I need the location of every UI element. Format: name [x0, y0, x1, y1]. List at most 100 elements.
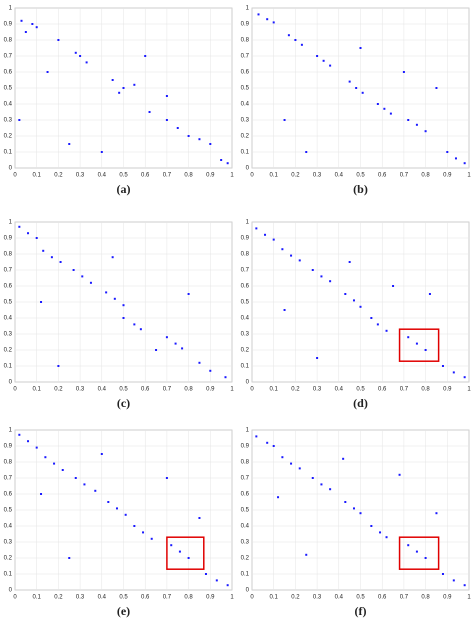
y-tick-label: 0	[246, 380, 250, 386]
point	[83, 483, 86, 486]
point	[257, 13, 260, 16]
point	[359, 512, 362, 515]
x-tick-label: 0.3	[76, 173, 85, 179]
y-tick-label: 0.6	[241, 70, 250, 76]
point	[68, 143, 71, 145]
point	[344, 293, 347, 295]
y-tick-label: 0.8	[241, 460, 250, 466]
point	[385, 329, 388, 332]
point	[389, 112, 392, 115]
x-tick-label: 0.7	[400, 595, 409, 601]
x-tick-label: 0.5	[356, 387, 365, 393]
point	[226, 162, 229, 165]
point	[264, 233, 267, 236]
point	[61, 469, 64, 471]
point	[277, 496, 280, 499]
point	[283, 309, 286, 311]
point	[300, 43, 303, 46]
x-tick-label: 0.7	[163, 173, 172, 179]
point	[174, 342, 177, 345]
point	[272, 21, 275, 24]
point	[181, 347, 184, 350]
point	[165, 336, 168, 339]
x-tick-label: 0.6	[141, 595, 150, 601]
point	[215, 579, 218, 582]
point	[398, 473, 401, 476]
point	[44, 456, 47, 459]
x-tick-label: 0.6	[378, 173, 387, 179]
x-tick-label: 0.5	[119, 173, 128, 179]
y-tick-label: 0.8	[241, 252, 250, 258]
point	[415, 342, 418, 345]
x-tick-label: 0.5	[119, 595, 128, 601]
point	[385, 536, 388, 539]
point	[348, 80, 351, 83]
y-tick-label: 0.3	[241, 332, 250, 338]
x-tick-label: 0.5	[356, 595, 365, 601]
x-tick-label: 0.1	[33, 595, 42, 601]
point	[359, 305, 362, 308]
y-tick-label: 0.4	[241, 524, 250, 530]
point	[42, 249, 45, 252]
point	[424, 130, 427, 133]
point	[165, 95, 168, 97]
y-tick-label: 0.7	[4, 476, 13, 482]
point	[165, 119, 168, 121]
y-tick-label: 0.8	[4, 38, 13, 44]
point	[100, 453, 103, 455]
y-tick-label: 0.1	[4, 572, 13, 578]
y-tick-label: 0.4	[241, 316, 250, 322]
x-tick-label: 0.2	[291, 387, 300, 393]
point	[352, 299, 355, 302]
y-tick-label: 0.6	[241, 284, 250, 290]
x-tick-label: 0.4	[335, 387, 344, 393]
point	[57, 365, 60, 367]
highlight-box	[398, 328, 440, 362]
point	[122, 317, 125, 319]
point	[316, 357, 319, 359]
point	[320, 275, 323, 278]
x-tick-label: 1	[230, 595, 234, 601]
x-tick-label: 0	[13, 387, 17, 393]
y-tick-label: 0.1	[4, 150, 13, 156]
point	[361, 91, 364, 94]
point	[348, 261, 351, 263]
point	[115, 507, 118, 510]
point	[142, 531, 145, 534]
x-tick-label: 0.5	[119, 387, 128, 393]
x-tick-label: 0.8	[184, 387, 193, 393]
x-tick-label: 0.1	[270, 173, 279, 179]
y-tick-label: 0.3	[241, 118, 250, 124]
x-tick-label: 0.2	[291, 595, 300, 601]
x-tick-label: 0.8	[421, 595, 430, 601]
point	[89, 281, 92, 284]
x-tick-label: 0.2	[54, 595, 63, 601]
panel-caption: (c)	[117, 396, 130, 410]
point	[305, 553, 308, 556]
point	[72, 269, 75, 271]
y-tick-label: 0.4	[4, 316, 13, 322]
point	[81, 275, 84, 278]
point	[144, 55, 147, 57]
panel-caption: (f)	[355, 604, 367, 618]
x-tick-label: 0.4	[98, 387, 107, 393]
y-tick-label: 0.3	[4, 118, 13, 124]
point	[187, 557, 190, 559]
point	[74, 51, 77, 54]
point	[463, 162, 466, 165]
x-tick-label: 0.2	[54, 173, 63, 179]
point	[402, 71, 405, 73]
x-tick-label: 0	[13, 595, 17, 601]
y-tick-label: 0.6	[4, 492, 13, 498]
point	[94, 489, 97, 492]
y-tick-label: 0.2	[241, 556, 250, 562]
point	[463, 376, 466, 379]
x-tick-label: 0.7	[400, 173, 409, 179]
point	[266, 18, 269, 21]
point	[266, 441, 269, 444]
x-tick-label: 0.9	[206, 595, 215, 601]
point	[187, 293, 190, 295]
point	[18, 433, 21, 436]
x-tick-label: 0.7	[163, 595, 172, 601]
point	[187, 135, 190, 137]
